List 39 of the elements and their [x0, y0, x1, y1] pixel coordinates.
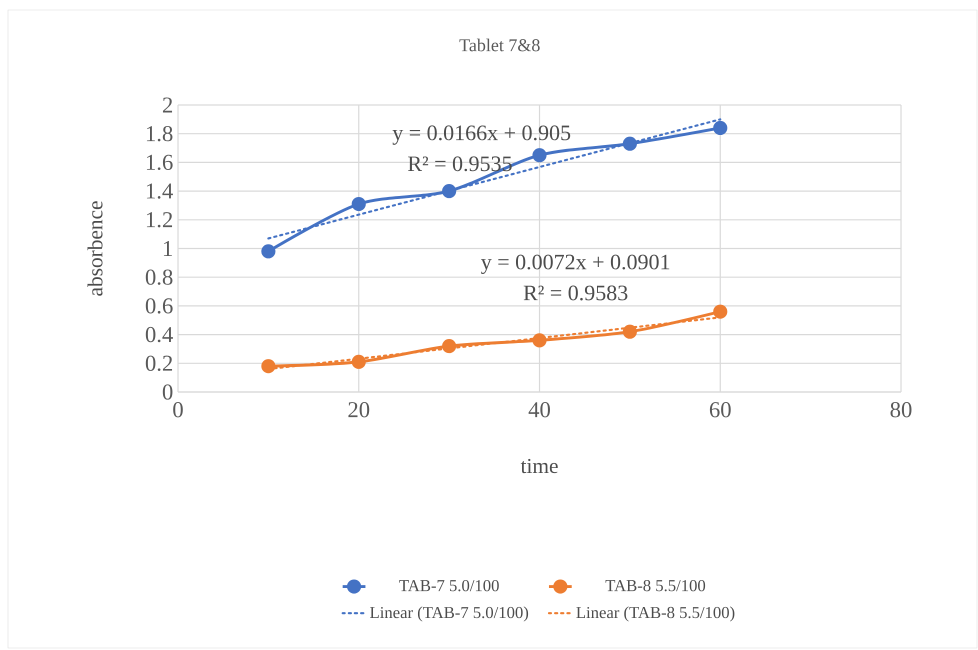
point [532, 148, 547, 162]
point [442, 339, 456, 354]
point [713, 304, 728, 319]
point [261, 359, 276, 374]
y-tick-label: 1.2 [146, 212, 172, 228]
y-tick-label: 2 [162, 97, 172, 112]
y-tick-label: 1.6 [146, 154, 173, 170]
annotation: y = 0.0072x + 0.0901 [481, 254, 670, 274]
y-tick-label: 0 [162, 384, 172, 400]
point [261, 244, 276, 258]
point [442, 184, 456, 198]
point [532, 333, 547, 348]
x-tick-label: 80 [890, 402, 912, 418]
point [622, 324, 637, 339]
point [713, 120, 728, 136]
y-tick-label: 1.8 [146, 126, 172, 142]
legend-label: TAB-7 5.0/100 [399, 580, 499, 592]
x-axis-title: time [520, 458, 558, 474]
annotation: R² = 0.9583 [524, 286, 628, 300]
chart-title: Tablet 7&8 [459, 38, 540, 52]
legend-label: TAB-8 5.5/100 [606, 580, 706, 592]
annotation: y = 0.0166x + 0.905 [392, 125, 570, 145]
point [352, 354, 366, 369]
x-tick-label: 40 [528, 402, 550, 418]
y-tick-label: 0.2 [146, 356, 172, 371]
point [622, 136, 637, 151]
y-axis-title: absorbence [88, 201, 103, 296]
y-tick-label: 1 [164, 241, 172, 256]
point [352, 196, 366, 212]
x-tick-label: 60 [710, 402, 731, 418]
y-tick-label: 0.4 [146, 326, 173, 342]
legend-label: Linear (TAB-7 5.0/100) [370, 606, 528, 622]
x-tick-label: 0 [173, 402, 183, 418]
y-tick-label: 1.4 [146, 183, 173, 199]
x-tick-label: 20 [348, 402, 370, 418]
legend-label: Linear (TAB-8 5.5/100) [576, 606, 734, 622]
annotation: R² = 0.9535 [408, 156, 512, 172]
y-tick-label: 0.6 [146, 298, 173, 314]
y-tick-label: 0.8 [146, 270, 172, 285]
